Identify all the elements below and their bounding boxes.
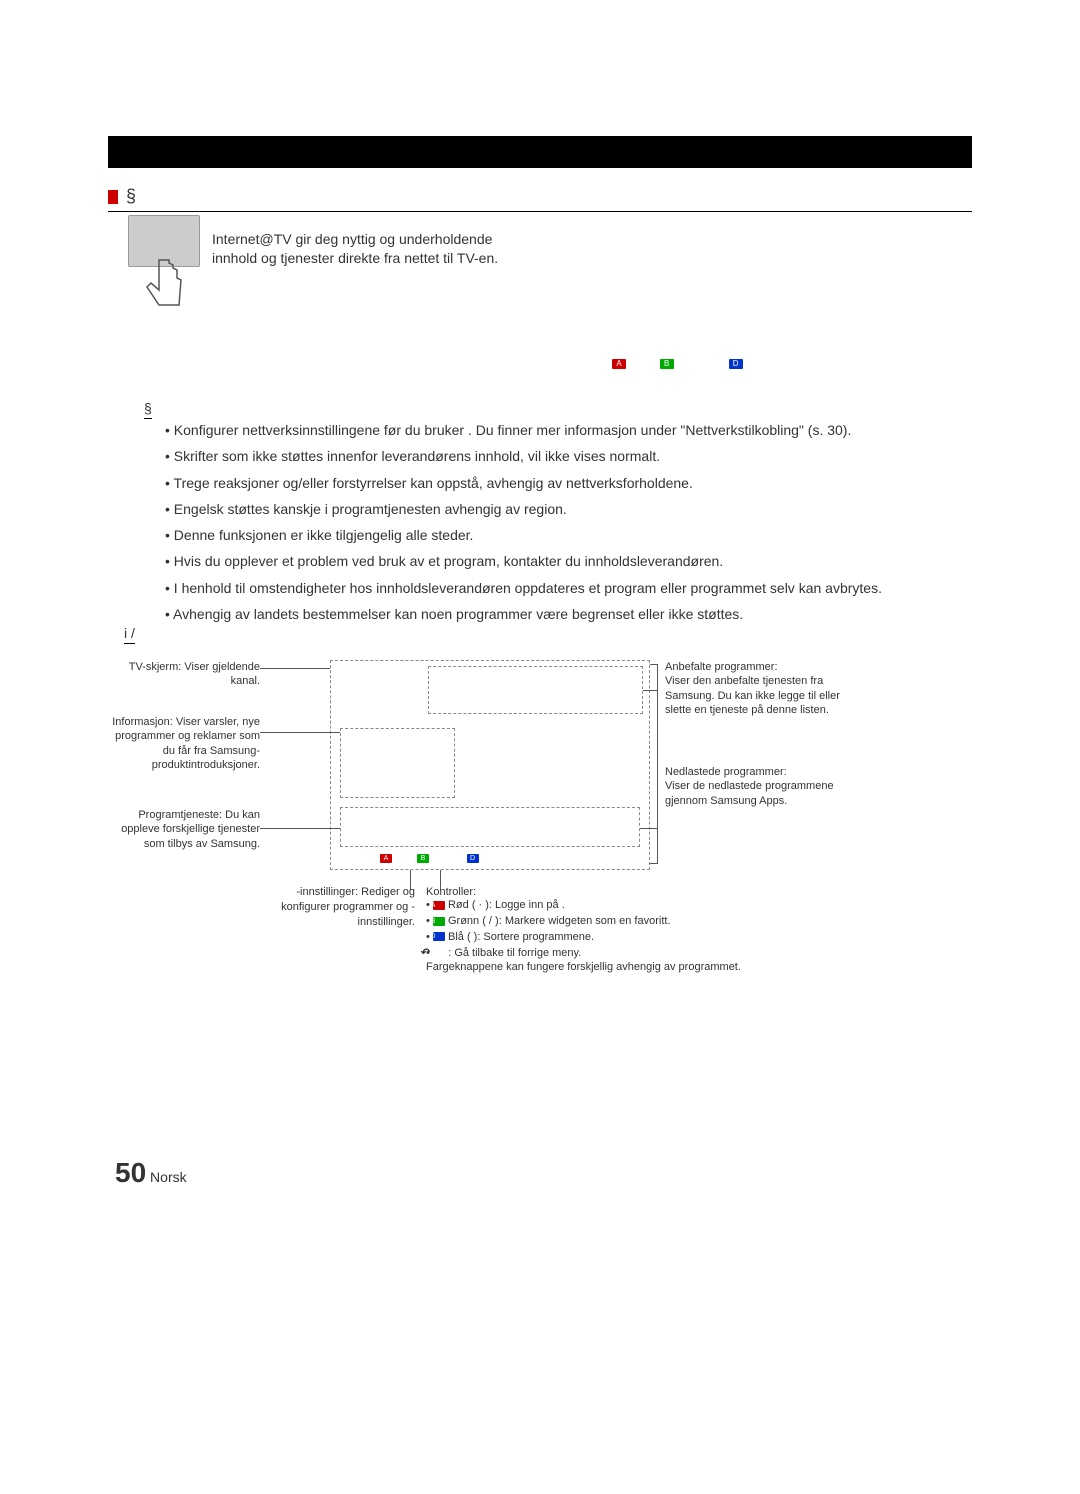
note-label: § <box>144 400 152 419</box>
right-label-dl: Nedlastede programmer: Viser de nedlaste… <box>665 765 865 808</box>
bullet-item: Trege reaksjoner og/eller forstyrrelser … <box>165 473 972 493</box>
page-number: 50 Norsk <box>115 1157 187 1189</box>
bullet-item: Denne funksjonen er ikke tilgjengelig al… <box>165 525 972 545</box>
ctrl-red-text: Rød ( · ): Logge inn på . <box>448 899 565 911</box>
brace-right <box>650 664 658 864</box>
button-b-icon: B <box>660 359 674 369</box>
left-label-prog: Programtjeneste: Du kan oppleve forskjel… <box>110 808 260 851</box>
diag-btn-a: A <box>380 854 392 863</box>
ctrl-return-text: : Gå tilbake til forrige meny. <box>448 947 581 959</box>
conn-2 <box>260 732 340 733</box>
color-buttons-row: A B D <box>612 358 743 370</box>
dashed-downloaded <box>340 807 640 847</box>
page-num-big: 50 <box>115 1157 146 1188</box>
touch-icon <box>128 215 200 315</box>
diag-btn-d: D <box>467 854 479 863</box>
section-marker <box>108 190 118 204</box>
control-green: B Grønn ( / ): Markere widgeten som en f… <box>426 914 846 930</box>
ctrl-d-icon: D <box>433 932 445 941</box>
dashed-recommended <box>428 666 643 714</box>
control-red: A Rød ( · ): Logge inn på . <box>426 898 846 914</box>
hand-icon <box>138 255 190 315</box>
left-label-info: Informasjon: Viser varsler, nye programm… <box>110 715 260 772</box>
section-title: § <box>126 186 136 207</box>
dashed-info <box>340 728 455 798</box>
diagram-buttons: A B D <box>380 853 479 863</box>
diag-btn-b: B <box>417 854 429 863</box>
dl-title: Nedlastede programmer: <box>665 766 787 778</box>
rec-title: Anbefalte programmer: <box>665 661 778 673</box>
bullet-item: Hvis du opplever et problem ved bruk av … <box>165 551 972 571</box>
note-bullets: Konfigurer nettverksinnstillingene før d… <box>165 420 972 630</box>
conn-3 <box>260 828 340 829</box>
left-label-tv: TV-skjerm: Viser gjeldende kanal. <box>110 660 260 689</box>
bullet-item: Engelsk støttes kanskje i programtjenest… <box>165 499 972 519</box>
ctrl-green-text: Grønn ( / ): Markere widgeten som en fav… <box>448 915 671 927</box>
controls-footer: Fargeknappene kan fungere forskjellig av… <box>426 960 741 975</box>
bullet-item: I henhold til omstendigheter hos innhold… <box>165 578 972 598</box>
conn-1 <box>260 668 330 669</box>
diagram-area: TV-skjerm: Viser gjeldende kanal. Inform… <box>110 660 980 1000</box>
intro-text: Internet@TV gir deg nyttig og underholde… <box>212 230 512 268</box>
ctrl-b-icon: B <box>433 917 445 926</box>
control-blue: D Blå ( ): Sortere programmene. <box>426 930 846 946</box>
section-header: § <box>108 186 972 212</box>
settings-text: -innstillinger: Rediger og konfigurer pr… <box>280 885 415 930</box>
bullet-item: Avhengig av landets bestemmelser kan noe… <box>165 604 972 624</box>
ctrl-a-icon: A <box>433 901 445 910</box>
dl-body: Viser de nedlastede programmene gjennom … <box>665 780 834 806</box>
bullet-item: Konfigurer nettverksinnstillingene før d… <box>165 420 972 440</box>
right-label-rec: Anbefalte programmer: Viser den anbefalt… <box>665 660 865 717</box>
black-header-bar <box>108 136 972 168</box>
controls-list: A Rød ( · ): Logge inn på . B Grønn ( / … <box>426 898 846 962</box>
bullet-item: Skrifter som ikke støttes innenfor lever… <box>165 446 972 466</box>
page-label: Norsk <box>150 1169 187 1185</box>
ctrl-blue-text: Blå ( ): Sortere programmene. <box>448 931 594 943</box>
button-d-icon: D <box>729 359 743 369</box>
rec-body: Viser den anbefalte tjenesten fra Samsun… <box>665 675 840 716</box>
button-a-icon: A <box>612 359 626 369</box>
screen-label: i / <box>124 625 135 644</box>
